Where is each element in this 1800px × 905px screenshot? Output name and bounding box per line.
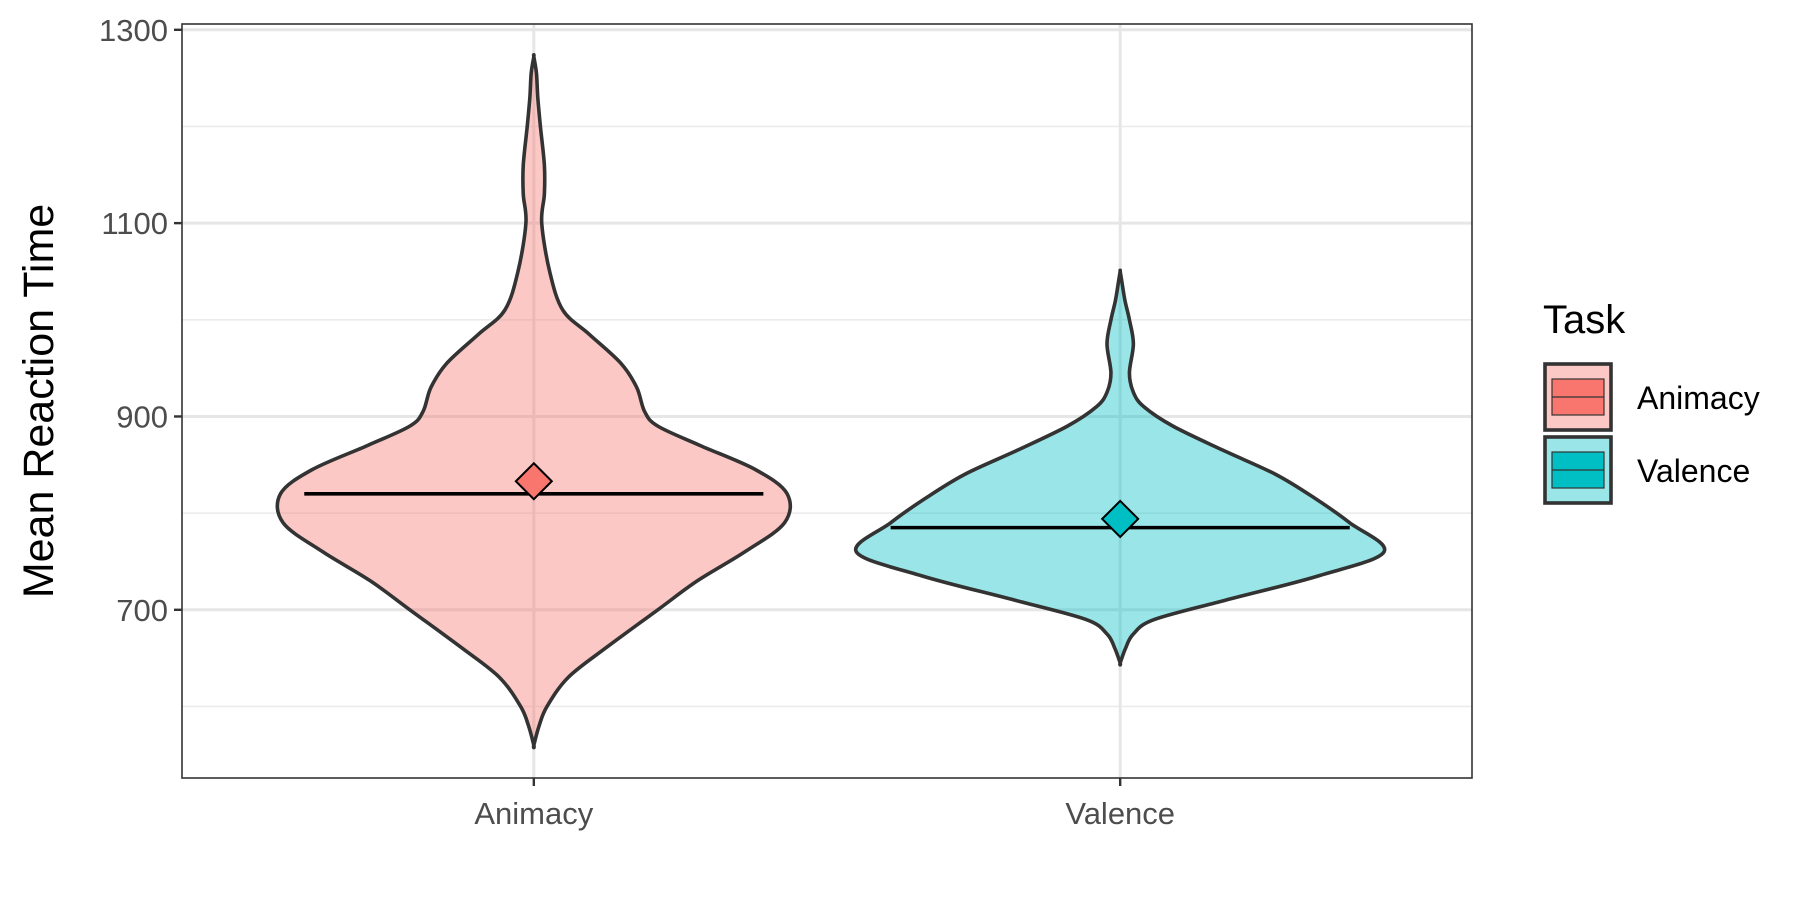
- y-tick-label: 900: [116, 399, 168, 434]
- violin-layer: [275, 53, 1387, 750]
- summary-layer: [304, 461, 1350, 539]
- legend-title: Task: [1543, 298, 1626, 342]
- x-tick-label-animacy: Animacy: [474, 796, 593, 831]
- legend: Task Animacy Valence: [1543, 298, 1760, 505]
- panel-border: [181, 23, 1473, 779]
- x-tick-label-valence: Valence: [1065, 796, 1175, 831]
- axis-layer: 700 900 1100 1300 Animacy Valence: [99, 13, 1175, 831]
- violin-animacy: [275, 53, 793, 750]
- y-axis-title: Mean Reaction Time: [15, 204, 63, 598]
- y-tick-label: 1300: [99, 13, 168, 48]
- mean-diamond-animacy: [514, 461, 554, 501]
- mean-diamond-valence: [1100, 499, 1140, 539]
- y-tick-label: 1100: [101, 206, 168, 241]
- y-tick-label: 700: [116, 593, 168, 628]
- legend-item-animacy: Animacy: [1543, 362, 1760, 432]
- legend-label: Valence: [1637, 453, 1750, 489]
- legend-label: Animacy: [1637, 380, 1760, 416]
- violin-valence: [854, 268, 1387, 667]
- legend-item-valence: Valence: [1543, 435, 1750, 505]
- grid-layer: [182, 24, 1472, 778]
